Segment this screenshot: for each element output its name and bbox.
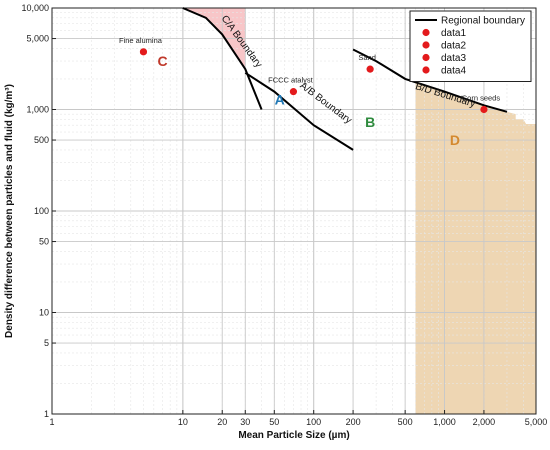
y-tick-label: 1,000: [26, 105, 49, 115]
legend-marker-swatch: [422, 53, 430, 62]
x-tick-label: 20: [217, 417, 227, 427]
legend-entry: data4: [441, 66, 466, 77]
data-point-data2: [289, 88, 298, 96]
y-tick-label: 50: [39, 237, 49, 247]
legend-box: [409, 10, 532, 82]
point-label: FCCC atalyst: [268, 76, 314, 85]
y-tick-label: 100: [34, 206, 49, 216]
point-label: Sand: [358, 53, 376, 62]
y-tick-label: 10: [39, 308, 49, 318]
x-tick-label: 200: [346, 417, 361, 427]
legend-marker-swatch: [422, 66, 430, 74]
x-axis-label: Mean Particle Size (µm): [238, 430, 349, 441]
legend-entry: Regional boundary: [441, 16, 525, 27]
regional-boundary-line: [244, 71, 354, 151]
data-point-data4: [480, 105, 488, 114]
y-tick-label: 10,000: [21, 3, 49, 13]
point-label: Corn seeds: [462, 94, 501, 103]
legend-entry: data3: [441, 53, 466, 64]
y-tick-label: 500: [34, 135, 49, 145]
data-point-data3: [366, 65, 374, 73]
y-tick-label: 5,000: [26, 34, 49, 44]
legend-entry: data1: [441, 28, 466, 39]
x-tick-label: 30: [240, 417, 250, 427]
legend-entry: data2: [441, 41, 466, 52]
shaded-region: [415, 81, 536, 414]
x-tick-label: 500: [398, 417, 413, 427]
legend-marker-swatch: [422, 28, 430, 37]
y-tick-label: 5: [44, 338, 49, 348]
legend-marker-swatch: [422, 41, 430, 49]
group-label: A: [275, 92, 285, 108]
x-tick-label: 50: [269, 417, 279, 427]
x-tick-label: 1: [49, 417, 54, 427]
x-tick-label: 5,000: [525, 417, 548, 427]
shaded-region: [182, 8, 246, 70]
x-tick-label: 10: [178, 417, 188, 427]
y-axis-label: Density difference between particles and…: [4, 84, 15, 338]
point-label: Fine alumina: [119, 36, 163, 45]
regional-boundary-line: [352, 48, 508, 113]
x-tick-label: 100: [306, 417, 321, 427]
group-label: C: [158, 53, 168, 69]
regional-boundary-line: [182, 7, 263, 110]
y-tick-label: 1: [44, 409, 49, 419]
group-label: D: [450, 132, 460, 148]
data-point-data1: [139, 48, 148, 56]
group-label: B: [365, 114, 375, 130]
x-tick-label: 2,000: [473, 417, 496, 427]
x-tick-label: 1,000: [433, 417, 456, 427]
